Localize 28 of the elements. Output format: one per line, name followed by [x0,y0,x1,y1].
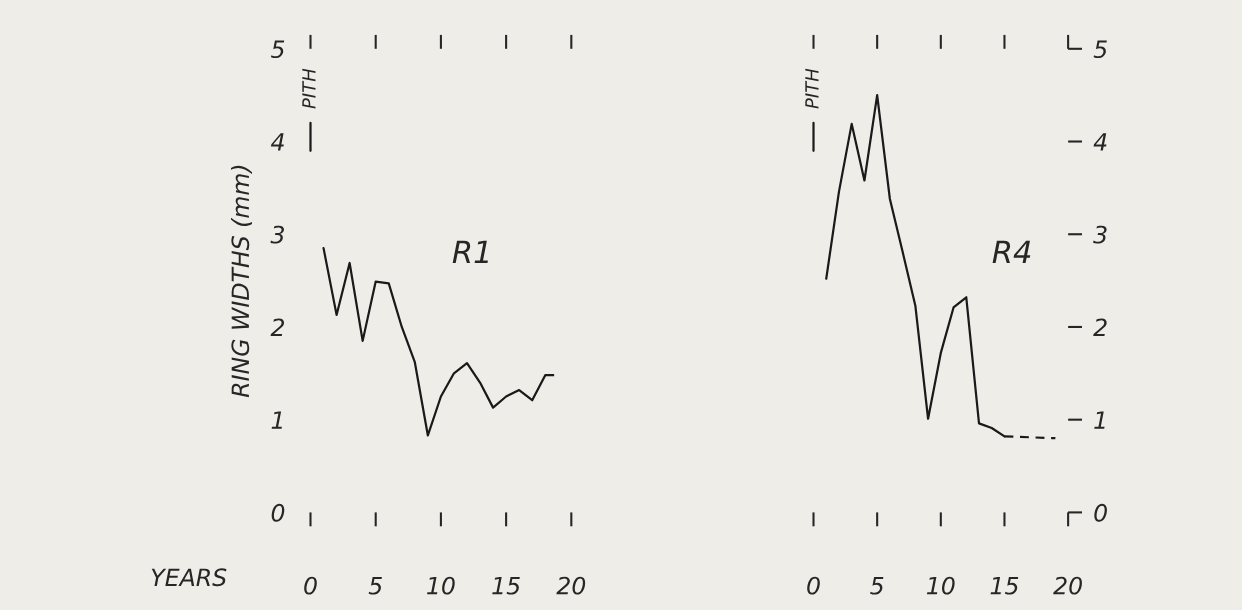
y2-tick-label: 5 [1093,40,1107,59]
annotation: PITH [302,68,316,109]
annotation: PITH [805,68,819,109]
x-tick-label: 15 [990,577,1019,595]
x-tick-label: 5 [870,577,884,595]
y-tick-label: 1 [271,411,282,429]
y2-tick-label: 4 [1093,133,1107,151]
x-tick-label: 0 [304,576,317,595]
x-tick-label: 5 [368,577,382,595]
y-tick-label: 5 [270,40,285,59]
y2-tick-label: 0 [1094,503,1107,522]
text: R4 [992,240,1031,263]
x-tick-label: 10 [427,576,455,595]
y-axis-title: RING WIDTHS (mm) [230,165,253,398]
x-tick-label: 20 [556,576,586,595]
y2-tick-label: 3 [1093,225,1107,244]
x-tick-label: 10 [926,576,955,595]
y-tick-label: 3 [270,225,284,244]
y-tick-label: 0 [271,503,285,522]
x-axis-title: YEARS [151,568,227,587]
x-tick-label: 20 [1053,576,1082,595]
text: R1 [452,240,488,263]
y2-tick-label: 2 [1093,318,1107,336]
y-tick-label: 4 [270,133,284,151]
x-tick-label: 15 [492,577,520,595]
y2-tick-label: 1 [1094,411,1105,429]
y-tick-label: 2 [270,318,285,336]
x-tick-label: 0 [807,576,820,595]
